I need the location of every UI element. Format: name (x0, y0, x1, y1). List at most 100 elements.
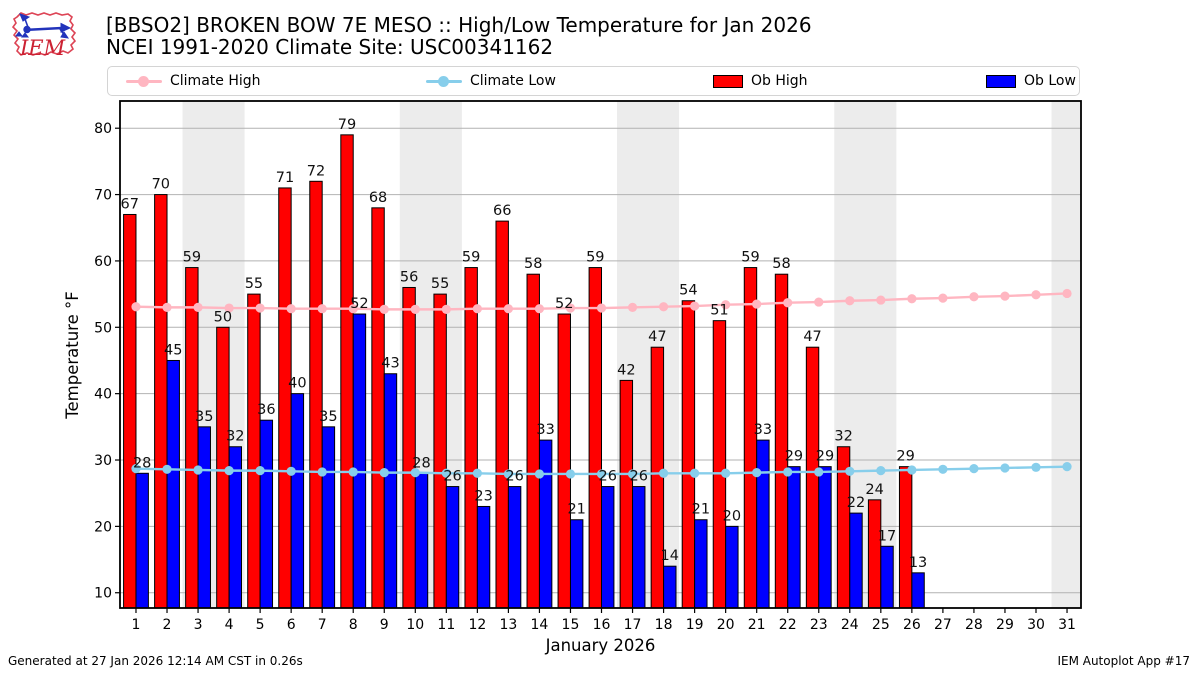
climate-high-line-dot (814, 297, 824, 307)
climate-low-line-dot (317, 467, 327, 477)
climate-low-line-dot (472, 468, 482, 478)
climate-high-line-dot (317, 304, 327, 314)
x-tick-label: 23 (810, 617, 828, 633)
ob-low-value-label: 36 (257, 402, 275, 418)
footer-generated-text: Generated at 27 Jan 2026 12:14 AM CST in… (8, 654, 303, 668)
climate-low-line-dot (596, 469, 607, 479)
climate-low-line-dot (503, 469, 514, 479)
x-axis-title: January 2026 (545, 636, 656, 655)
ob-low-bar (135, 472, 149, 609)
x-tick-label: 6 (287, 617, 296, 633)
ob-high-bar (588, 267, 603, 609)
legend-label: Ob Low (1024, 73, 1076, 89)
ob-high-value-label: 55 (245, 276, 263, 292)
ob-low-value-label: 28 (412, 455, 430, 471)
x-tick-label: 31 (1058, 617, 1076, 633)
ob-high-bar (402, 286, 416, 609)
ob-high-value-label: 72 (307, 163, 325, 179)
ob-high-value-label: 70 (152, 177, 170, 193)
ob-high-bar (898, 466, 913, 609)
climate-high-line-dot (938, 293, 948, 303)
x-tick-label: 20 (717, 617, 735, 633)
climate-high-line-dot (690, 301, 700, 311)
climate-high-line-dot (255, 303, 265, 313)
ob-high-value-label: 59 (741, 250, 759, 266)
climate-high-line-dot (658, 302, 669, 312)
ob-low-value-label: 33 (536, 422, 554, 438)
ob-low-value-label: 21 (567, 502, 585, 518)
ob-low-bar (601, 486, 615, 609)
ob-high-marker-icon (713, 74, 743, 88)
ob-low-value-label: 45 (164, 342, 182, 358)
x-tick-label: 27 (934, 617, 952, 633)
ob-low-bar (911, 572, 925, 609)
legend-item-ob-high: Ob High (713, 67, 808, 95)
ob-low-value-label: 32 (226, 429, 244, 445)
ob-low-value-label: 13 (909, 555, 927, 571)
climate-high-line-dot (1000, 291, 1010, 301)
x-tick-label: 3 (194, 617, 203, 633)
y-tick-label: 50 (94, 320, 112, 336)
y-tick-label: 10 (94, 586, 112, 602)
ob-low-value-label: 26 (505, 469, 523, 485)
ob-high-value-label: 58 (772, 256, 790, 272)
climate-low-marker-icon (426, 74, 462, 89)
axis-frame (119, 100, 1082, 609)
ob-low-value-label: 29 (816, 449, 834, 465)
ob-low-value-label: 26 (630, 469, 648, 485)
ob-high-bar (464, 267, 478, 609)
ob-high-bar (805, 346, 820, 609)
x-tick-label: 18 (655, 617, 673, 633)
iem-logo: IEM (11, 12, 77, 60)
x-tick-label: 4 (225, 617, 234, 633)
ob-low-bar (476, 505, 491, 609)
ob-high-bar (185, 267, 199, 609)
ob-low-bar (787, 466, 801, 609)
legend-item-climate-low: Climate Low (426, 67, 556, 95)
ob-high-bar (433, 293, 447, 609)
ob-low-bar (445, 486, 460, 609)
ob-low-bar (321, 426, 336, 609)
climate-low-line-dot (938, 464, 948, 474)
x-tick-label: 26 (903, 617, 921, 633)
ob-low-value-label: 28 (133, 455, 151, 471)
ob-high-value-label: 50 (214, 309, 232, 325)
climate-low-line-dot (627, 469, 638, 479)
x-tick-label: 22 (779, 617, 797, 633)
ob-low-value-label: 21 (692, 502, 710, 518)
climate-low-line-dot (379, 468, 389, 478)
legend-label: Climate High (170, 73, 261, 89)
legend-item-climate-high: Climate High (126, 67, 261, 95)
climate-low-line-dot (410, 468, 420, 478)
climate-high-line-dot (441, 304, 451, 314)
ob-low-bar (569, 519, 584, 609)
climate-high-line-dot (596, 303, 607, 313)
ob-high-bar (123, 213, 137, 609)
ob-high-bar (371, 207, 385, 609)
ob-high-bar (526, 273, 540, 609)
ob-high-value-label: 59 (183, 250, 201, 266)
climate-low-line-dot (348, 467, 358, 477)
ob-low-value-label: 29 (785, 449, 803, 465)
ob-high-bar (681, 300, 696, 609)
x-tick-label: 25 (872, 617, 890, 633)
iowa-outline (11, 12, 77, 56)
weekend-band (1051, 101, 1081, 608)
x-tick-label: 8 (349, 617, 358, 633)
x-tick-label: 9 (380, 617, 389, 633)
ob-high-value-label: 56 (400, 269, 418, 285)
climate-high-line-dot (907, 294, 917, 304)
climate-low-line-dot (876, 466, 886, 476)
x-tick-label: 7 (318, 617, 327, 633)
chart-subtitle: NCEI 1991-2020 Climate Site: USC00341162 (106, 35, 554, 59)
ob-low-value-label: 35 (319, 409, 337, 425)
y-tick-label: 60 (94, 254, 112, 270)
ob-high-bar (557, 313, 571, 609)
ob-high-value-label: 58 (524, 256, 542, 272)
ob-low-value-label: 35 (195, 409, 213, 425)
x-tick-label: 29 (996, 617, 1014, 633)
climate-high-line-dot (969, 292, 979, 302)
ob-low-value-label: 17 (878, 528, 896, 544)
climate-low-line-dot (845, 466, 855, 476)
climate-high-line-dot (1062, 288, 1072, 299)
